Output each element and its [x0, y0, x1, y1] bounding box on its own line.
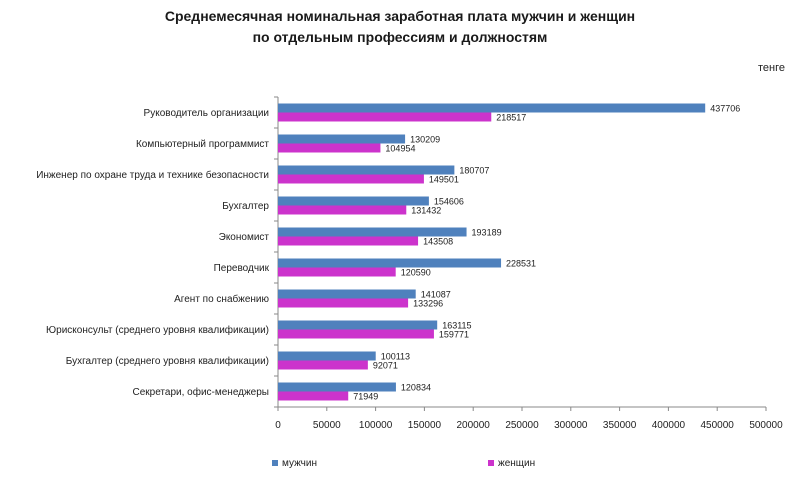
bar-women [278, 391, 349, 401]
category-label: Бухгалтер (среднего уровня квалификации) [66, 355, 269, 367]
x-tick-label: 150000 [408, 420, 442, 431]
x-tick-label: 50000 [313, 420, 341, 431]
data-label: 92071 [373, 361, 398, 371]
chart-title-line1: Среднемесячная номинальная заработная пл… [164, 8, 636, 24]
data-label: 100113 [381, 352, 410, 362]
category-label: Инженер по охране труда и технике безопа… [36, 169, 269, 181]
data-label: 180707 [459, 166, 489, 176]
data-label: 130209 [410, 135, 440, 145]
category-label: Секретари, офис-менеджеры [132, 386, 269, 398]
bar-women [278, 143, 381, 153]
bar-men [278, 289, 416, 299]
legend-swatch-men [272, 460, 278, 466]
x-tick-label: 500000 [749, 420, 783, 431]
data-label: 163115 [442, 321, 471, 331]
data-label: 120590 [401, 268, 431, 278]
x-tick-label: 450000 [701, 420, 735, 431]
bar-men [278, 196, 429, 206]
data-label: 437706 [710, 104, 740, 114]
legend-label: женщин [498, 458, 535, 469]
x-tick-label: 350000 [603, 420, 637, 431]
legend-swatch-women [488, 460, 494, 466]
bar-women [278, 205, 407, 215]
category-label: Переводчик [214, 263, 270, 274]
chart-title-line2: по отдельным профессиям и должностям [252, 29, 548, 45]
data-label: 218517 [496, 113, 526, 123]
bar-women [278, 298, 409, 308]
x-tick-label: 400000 [652, 420, 686, 431]
chart-title: Среднемесячная номинальная заработная пл… [0, 6, 800, 48]
x-tick-label: 200000 [457, 420, 491, 431]
x-tick-label: 250000 [505, 420, 539, 431]
bar-men [278, 258, 502, 268]
data-label: 154606 [434, 197, 464, 207]
bar-men [278, 351, 376, 361]
bar-men [278, 165, 455, 175]
bar-men [278, 382, 396, 392]
bar-women [278, 236, 419, 246]
x-tick-label: 100000 [359, 420, 393, 431]
category-label: Экономист [219, 232, 270, 243]
category-label: Бухгалтер [222, 201, 269, 212]
unit-label: тенге [758, 62, 785, 74]
data-label: 143508 [423, 237, 453, 247]
data-label: 149501 [429, 175, 459, 185]
data-label: 104954 [385, 144, 415, 154]
bar-women [278, 174, 424, 184]
category-label: Руководитель организации [144, 108, 269, 119]
category-label: Агент по снабжению [174, 293, 269, 305]
bar-women [278, 267, 396, 277]
x-tick-label: 0 [275, 420, 281, 431]
category-label: Юрисконсульт (среднего уровня квалификац… [46, 324, 269, 336]
data-label: 131432 [411, 206, 441, 216]
data-label: 71949 [353, 392, 378, 402]
data-label: 159771 [439, 330, 469, 340]
bar-men [278, 227, 467, 237]
legend-label: мужчин [282, 458, 317, 469]
bar-men [278, 103, 706, 113]
data-label: 228531 [506, 259, 536, 269]
bar-women [278, 360, 368, 370]
bar-women [278, 329, 434, 339]
bar-women [278, 112, 492, 122]
data-label: 193189 [472, 228, 502, 238]
data-label: 141087 [421, 290, 451, 300]
data-label: 120834 [401, 383, 431, 393]
x-tick-label: 300000 [554, 420, 588, 431]
bar-men [278, 320, 438, 330]
bar-men [278, 134, 406, 144]
category-label: Компьютерный программист [136, 139, 269, 150]
data-label: 133296 [413, 299, 443, 309]
